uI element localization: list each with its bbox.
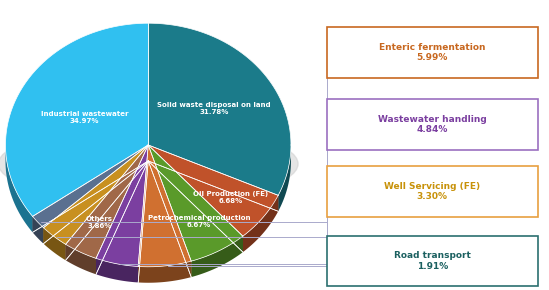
Polygon shape [43, 145, 148, 244]
Polygon shape [148, 145, 278, 211]
Polygon shape [66, 145, 148, 260]
Polygon shape [66, 244, 96, 274]
Text: Road transport
1.91%: Road transport 1.91% [394, 251, 471, 271]
Polygon shape [148, 145, 191, 277]
Text: Petrochemical production
6.67%: Petrochemical production 6.67% [148, 215, 250, 228]
Polygon shape [148, 145, 278, 211]
Polygon shape [148, 145, 243, 252]
Text: Others
3.86%: Others 3.86% [86, 216, 113, 229]
FancyBboxPatch shape [327, 166, 538, 217]
Polygon shape [148, 145, 278, 236]
Polygon shape [43, 228, 66, 260]
Polygon shape [32, 145, 148, 232]
Polygon shape [96, 145, 148, 274]
Polygon shape [138, 145, 148, 282]
Polygon shape [191, 236, 243, 277]
Polygon shape [96, 145, 148, 274]
Polygon shape [66, 145, 148, 258]
Polygon shape [138, 145, 148, 282]
FancyBboxPatch shape [327, 99, 538, 150]
Polygon shape [96, 258, 138, 282]
Polygon shape [148, 145, 243, 252]
Polygon shape [66, 145, 148, 260]
Polygon shape [32, 216, 43, 244]
Polygon shape [138, 145, 191, 267]
Polygon shape [148, 145, 191, 277]
Polygon shape [43, 145, 148, 244]
Text: Industrial wastewater
34.97%: Industrial wastewater 34.97% [41, 111, 128, 124]
Text: Well Servicing (FE)
3.30%: Well Servicing (FE) 3.30% [384, 182, 480, 201]
Text: Wastewater handling
4.84%: Wastewater handling 4.84% [378, 115, 487, 134]
Polygon shape [32, 145, 148, 228]
Polygon shape [43, 145, 148, 244]
Polygon shape [148, 23, 291, 195]
Polygon shape [96, 145, 148, 267]
Ellipse shape [0, 126, 298, 202]
Polygon shape [148, 145, 243, 261]
Polygon shape [5, 23, 148, 216]
FancyBboxPatch shape [327, 235, 538, 287]
Polygon shape [5, 146, 32, 232]
FancyBboxPatch shape [327, 27, 538, 78]
Text: Solid waste disposal on land
31.78%: Solid waste disposal on land 31.78% [158, 102, 271, 115]
Polygon shape [138, 261, 191, 283]
Text: Oil Production (FE)
6.68%: Oil Production (FE) 6.68% [193, 191, 268, 204]
Polygon shape [278, 145, 291, 211]
Polygon shape [243, 195, 278, 252]
Text: Enteric fermentation
5.99%: Enteric fermentation 5.99% [379, 43, 485, 62]
Polygon shape [32, 145, 148, 232]
